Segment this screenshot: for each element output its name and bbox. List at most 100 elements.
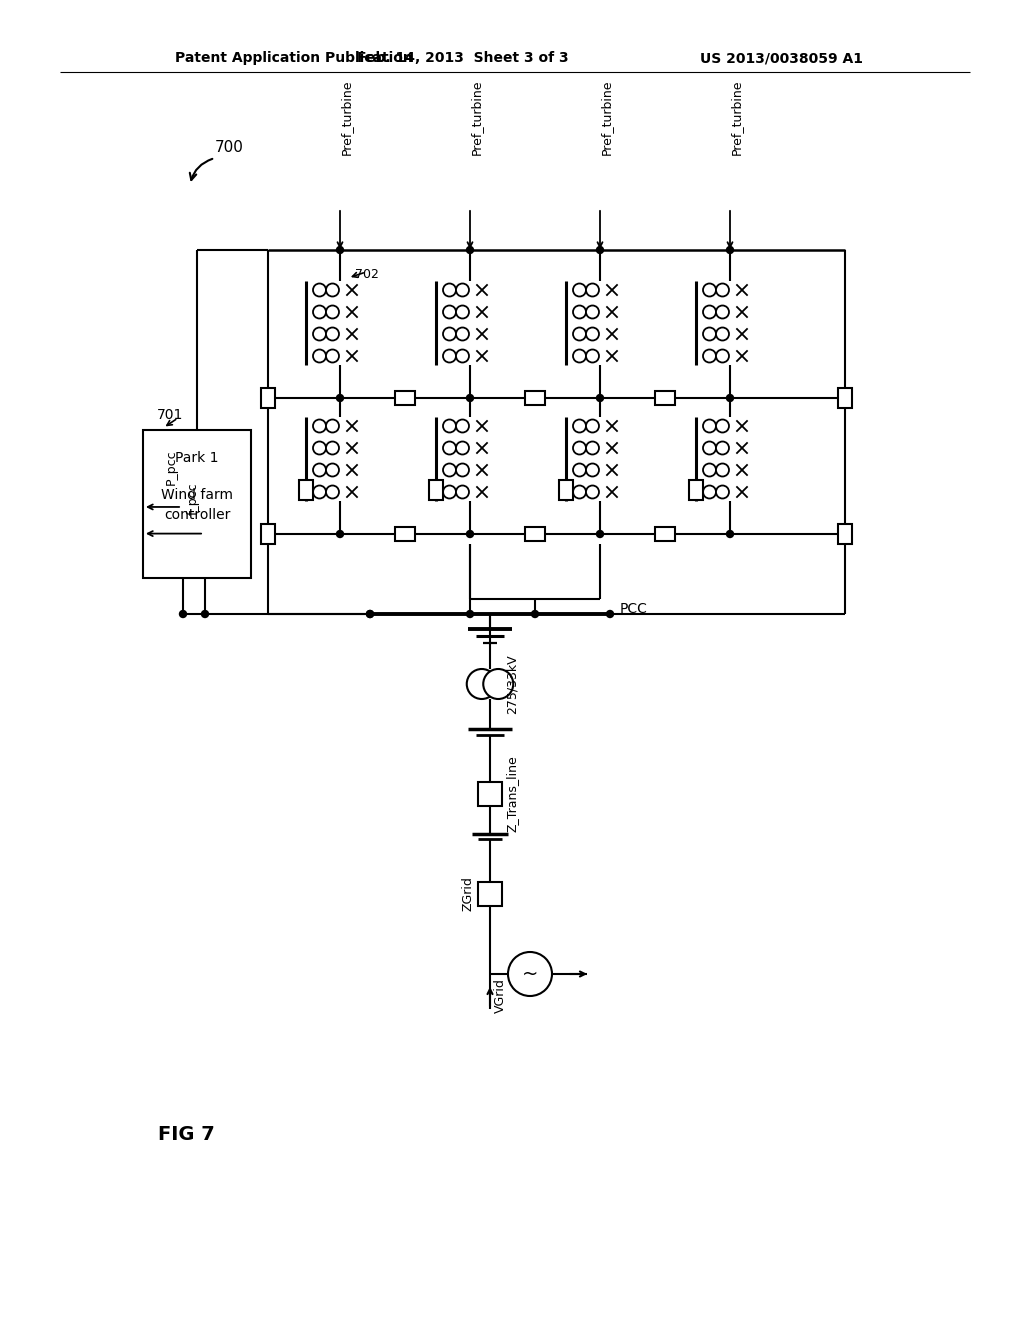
Circle shape xyxy=(573,486,586,499)
Circle shape xyxy=(326,463,339,477)
Circle shape xyxy=(367,610,374,618)
Circle shape xyxy=(456,441,469,454)
Circle shape xyxy=(456,463,469,477)
Circle shape xyxy=(443,486,456,499)
Circle shape xyxy=(703,463,716,477)
Circle shape xyxy=(367,610,374,618)
Bar xyxy=(143,430,251,578)
Text: Park 1: Park 1 xyxy=(175,451,219,465)
Bar xyxy=(261,388,275,408)
Circle shape xyxy=(573,441,586,454)
Circle shape xyxy=(586,350,599,363)
Circle shape xyxy=(313,420,326,433)
Text: Z_Trans_line: Z_Trans_line xyxy=(506,755,518,833)
Circle shape xyxy=(586,284,599,297)
Circle shape xyxy=(716,284,729,297)
Circle shape xyxy=(326,441,339,454)
Circle shape xyxy=(703,284,716,297)
Circle shape xyxy=(337,395,343,401)
Circle shape xyxy=(456,284,469,297)
Text: f_pcc: f_pcc xyxy=(186,482,200,515)
Circle shape xyxy=(573,463,586,477)
Circle shape xyxy=(313,305,326,318)
Circle shape xyxy=(703,486,716,499)
Circle shape xyxy=(467,247,473,253)
Circle shape xyxy=(443,327,456,341)
Bar xyxy=(838,388,852,408)
Circle shape xyxy=(313,486,326,499)
Text: Patent Application Publication: Patent Application Publication xyxy=(175,51,413,65)
Circle shape xyxy=(443,305,456,318)
Bar xyxy=(299,480,313,500)
Circle shape xyxy=(443,441,456,454)
Circle shape xyxy=(716,463,729,477)
Circle shape xyxy=(313,463,326,477)
Text: 700: 700 xyxy=(215,140,244,156)
Text: VGrid: VGrid xyxy=(494,978,507,1014)
Circle shape xyxy=(483,669,513,700)
Text: Pref_turbine: Pref_turbine xyxy=(340,79,352,154)
Bar xyxy=(838,524,852,544)
Text: Feb. 14, 2013  Sheet 3 of 3: Feb. 14, 2013 Sheet 3 of 3 xyxy=(357,51,568,65)
Circle shape xyxy=(716,420,729,433)
Circle shape xyxy=(467,531,473,537)
Circle shape xyxy=(326,350,339,363)
Text: Pref_turbine: Pref_turbine xyxy=(469,79,482,154)
Circle shape xyxy=(726,531,733,537)
Circle shape xyxy=(586,441,599,454)
Circle shape xyxy=(586,420,599,433)
Circle shape xyxy=(703,441,716,454)
Text: controller: controller xyxy=(164,508,230,521)
Circle shape xyxy=(716,441,729,454)
Circle shape xyxy=(597,531,603,537)
Text: US 2013/0038059 A1: US 2013/0038059 A1 xyxy=(700,51,863,65)
Circle shape xyxy=(606,610,613,618)
Bar xyxy=(261,524,275,544)
Circle shape xyxy=(443,284,456,297)
Text: 275/33kV: 275/33kV xyxy=(506,655,518,714)
Circle shape xyxy=(586,305,599,318)
Circle shape xyxy=(703,350,716,363)
Circle shape xyxy=(467,669,497,700)
Circle shape xyxy=(716,327,729,341)
Circle shape xyxy=(573,305,586,318)
Bar xyxy=(525,527,545,541)
Circle shape xyxy=(443,420,456,433)
Bar xyxy=(395,391,415,405)
Circle shape xyxy=(716,305,729,318)
Circle shape xyxy=(456,305,469,318)
Circle shape xyxy=(597,395,603,401)
Circle shape xyxy=(313,327,326,341)
Circle shape xyxy=(443,350,456,363)
Bar xyxy=(395,527,415,541)
Text: 702: 702 xyxy=(355,268,379,281)
Circle shape xyxy=(456,327,469,341)
Circle shape xyxy=(573,284,586,297)
Text: ~: ~ xyxy=(522,965,539,983)
Circle shape xyxy=(531,610,539,618)
Circle shape xyxy=(456,350,469,363)
Circle shape xyxy=(726,247,733,253)
Circle shape xyxy=(326,327,339,341)
Text: P_pcc: P_pcc xyxy=(165,449,177,484)
Circle shape xyxy=(337,531,343,537)
Circle shape xyxy=(703,420,716,433)
Circle shape xyxy=(313,441,326,454)
Circle shape xyxy=(456,486,469,499)
Bar xyxy=(525,391,545,405)
Circle shape xyxy=(326,305,339,318)
Text: Pref_turbine: Pref_turbine xyxy=(599,79,612,154)
Circle shape xyxy=(573,327,586,341)
Circle shape xyxy=(586,327,599,341)
Circle shape xyxy=(716,486,729,499)
Text: 701: 701 xyxy=(157,408,183,422)
Circle shape xyxy=(703,327,716,341)
Circle shape xyxy=(313,284,326,297)
Text: Pref_turbine: Pref_turbine xyxy=(729,79,742,154)
Circle shape xyxy=(716,350,729,363)
Circle shape xyxy=(456,420,469,433)
Bar xyxy=(655,527,675,541)
Circle shape xyxy=(443,463,456,477)
Circle shape xyxy=(179,610,186,618)
Circle shape xyxy=(326,486,339,499)
